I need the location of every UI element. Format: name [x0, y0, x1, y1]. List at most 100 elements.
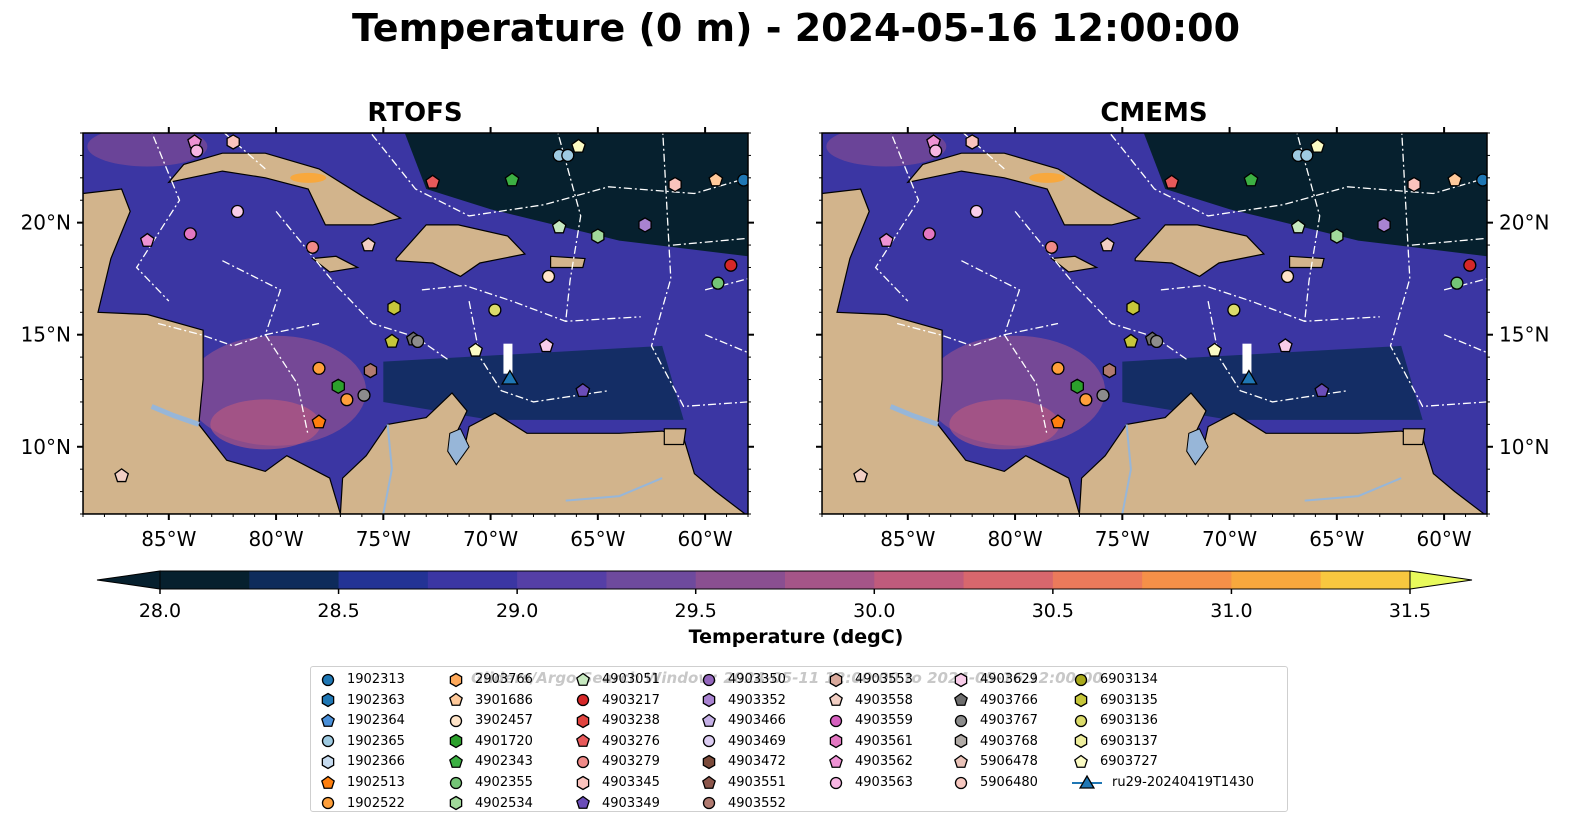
- circle-marker-icon: [702, 673, 716, 686]
- legend-item: 6903137: [1072, 732, 1158, 752]
- float-marker: [1207, 342, 1222, 357]
- circle-marker-icon: [829, 714, 843, 727]
- lon-tick-label: 75°W: [1095, 527, 1150, 551]
- lake: [150, 404, 200, 427]
- hexagon-marker-icon: [321, 754, 335, 770]
- circle-marker-icon: [829, 714, 843, 727]
- float-marker: [853, 468, 869, 483]
- eez-boundary: [1389, 133, 1487, 408]
- pentagon-marker-icon: [576, 795, 590, 810]
- legend-item: 4903552: [700, 794, 786, 814]
- float-marker: [1407, 176, 1421, 193]
- hexagon-marker-icon: [321, 754, 335, 770]
- pentagon-marker-icon: [321, 713, 335, 727]
- pentagon-marker-icon: [954, 754, 968, 768]
- circle-marker-icon: [702, 673, 716, 686]
- legend-item: 5906480: [952, 773, 1038, 793]
- legend-item: 4901720: [447, 732, 533, 752]
- lon-tick-label: 60°W: [1416, 527, 1471, 551]
- eez-boundary: [1443, 334, 1487, 354]
- lake: [447, 428, 470, 466]
- circle-marker-icon: [321, 673, 335, 686]
- float-marker: [571, 138, 586, 153]
- float-marker: [1476, 173, 1487, 187]
- pentagon-marker-icon: [1074, 754, 1088, 768]
- legend-item: 4902343: [447, 752, 533, 772]
- colorbar-segment: [249, 571, 340, 589]
- legend-item: 4903350: [700, 670, 786, 690]
- hexagon-marker-icon: [321, 692, 335, 708]
- legend-label: 3902457: [475, 713, 533, 729]
- cool-water-region: [404, 133, 748, 257]
- colorbar-tick-label: 29.0: [496, 600, 538, 622]
- float-marker: [340, 393, 354, 407]
- legend: Gliders/Argo Search Window: 2024-05-11 1…: [310, 666, 1288, 812]
- legend-item: 2903766: [447, 670, 533, 690]
- land-mass: [1288, 255, 1325, 269]
- float-marker: [1450, 276, 1464, 290]
- float-marker: [331, 378, 345, 395]
- pentagon-marker-icon: [1074, 754, 1088, 768]
- colorbar-tick-label: 31.0: [1210, 600, 1252, 622]
- circle-marker-icon: [449, 714, 463, 727]
- float-marker: [1044, 240, 1059, 254]
- circle-marker-icon: [1074, 673, 1088, 686]
- hexagon-marker-icon: [449, 795, 463, 811]
- legend-label: 5906480: [980, 775, 1038, 790]
- lat-tick-label: 10°N: [21, 435, 71, 459]
- legend-item: 3901686: [447, 691, 533, 711]
- float-marker: [1227, 303, 1241, 317]
- legend-item: 4903563: [827, 773, 913, 793]
- circle-marker-icon: [954, 776, 968, 789]
- colorbar-label: Temperature (degC): [688, 626, 904, 648]
- map-panel-rtofs: 85°W 80°W 75°W 70°W 65°W 60°W 20°N 15°N 10°N: [21, 127, 754, 551]
- hexagon-marker-icon: [954, 672, 968, 687]
- legend-item: 4903553: [827, 670, 913, 690]
- hexagon-marker-icon: [829, 672, 843, 687]
- pentagon-marker-icon: [321, 775, 335, 789]
- float-marker: [668, 176, 682, 193]
- hexagon-marker-icon: [1074, 692, 1088, 708]
- legend-item: 4903768: [952, 732, 1038, 752]
- circle-marker-icon: [449, 714, 463, 727]
- pentagon-marker-icon: [449, 754, 463, 768]
- colorbar-tick-label: 28.0: [139, 600, 181, 622]
- colorbar-tick-label: 31.5: [1389, 600, 1431, 622]
- legend-item: 4903766: [952, 691, 1038, 711]
- hexagon-marker-icon: [829, 734, 843, 749]
- eez-boundary: [874, 133, 920, 302]
- float-marker: [114, 468, 130, 483]
- legend-item: 1902522: [319, 794, 405, 814]
- circle-marker-icon: [702, 796, 716, 810]
- legend-label: 5906478: [980, 754, 1038, 770]
- legend-label: 4902355: [475, 775, 533, 790]
- cool-water-region: [1143, 133, 1487, 257]
- hexagon-marker-icon: [449, 734, 463, 749]
- lon-tick-label: 85°W: [880, 527, 935, 551]
- circle-marker-icon: [1074, 673, 1088, 686]
- legend-item: 6903727: [1072, 752, 1158, 772]
- float-marker: [1332, 117, 1345, 130]
- legend-label: 4903345: [602, 775, 660, 790]
- float-marker: [711, 276, 725, 290]
- legend-label: 6903727: [1100, 754, 1158, 770]
- lon-tick-label: 65°W: [1309, 527, 1364, 551]
- legend-item: 1902365: [319, 732, 405, 752]
- pentagon-marker-icon: [449, 692, 463, 707]
- legend-label: 4902343: [475, 754, 533, 770]
- land-mass: [663, 428, 687, 446]
- pentagon-marker-icon: [576, 672, 590, 686]
- pentagon-marker-icon: [702, 775, 716, 789]
- land-mass: [549, 255, 586, 269]
- float-marker: [1096, 388, 1110, 402]
- lon-tick-label: 75°W: [356, 527, 411, 551]
- eez-boundary: [275, 210, 449, 360]
- legend-item: 4903558: [827, 691, 913, 711]
- legend-item: ru29-20240419T1430: [1072, 773, 1254, 793]
- eez-boundary: [1014, 210, 1188, 360]
- legend-item: 4903472: [700, 752, 786, 772]
- hexagon-marker-icon: [1074, 692, 1088, 708]
- float-marker: [387, 300, 401, 316]
- legend-label: 4903563: [855, 775, 913, 790]
- land-mass: [822, 188, 1081, 514]
